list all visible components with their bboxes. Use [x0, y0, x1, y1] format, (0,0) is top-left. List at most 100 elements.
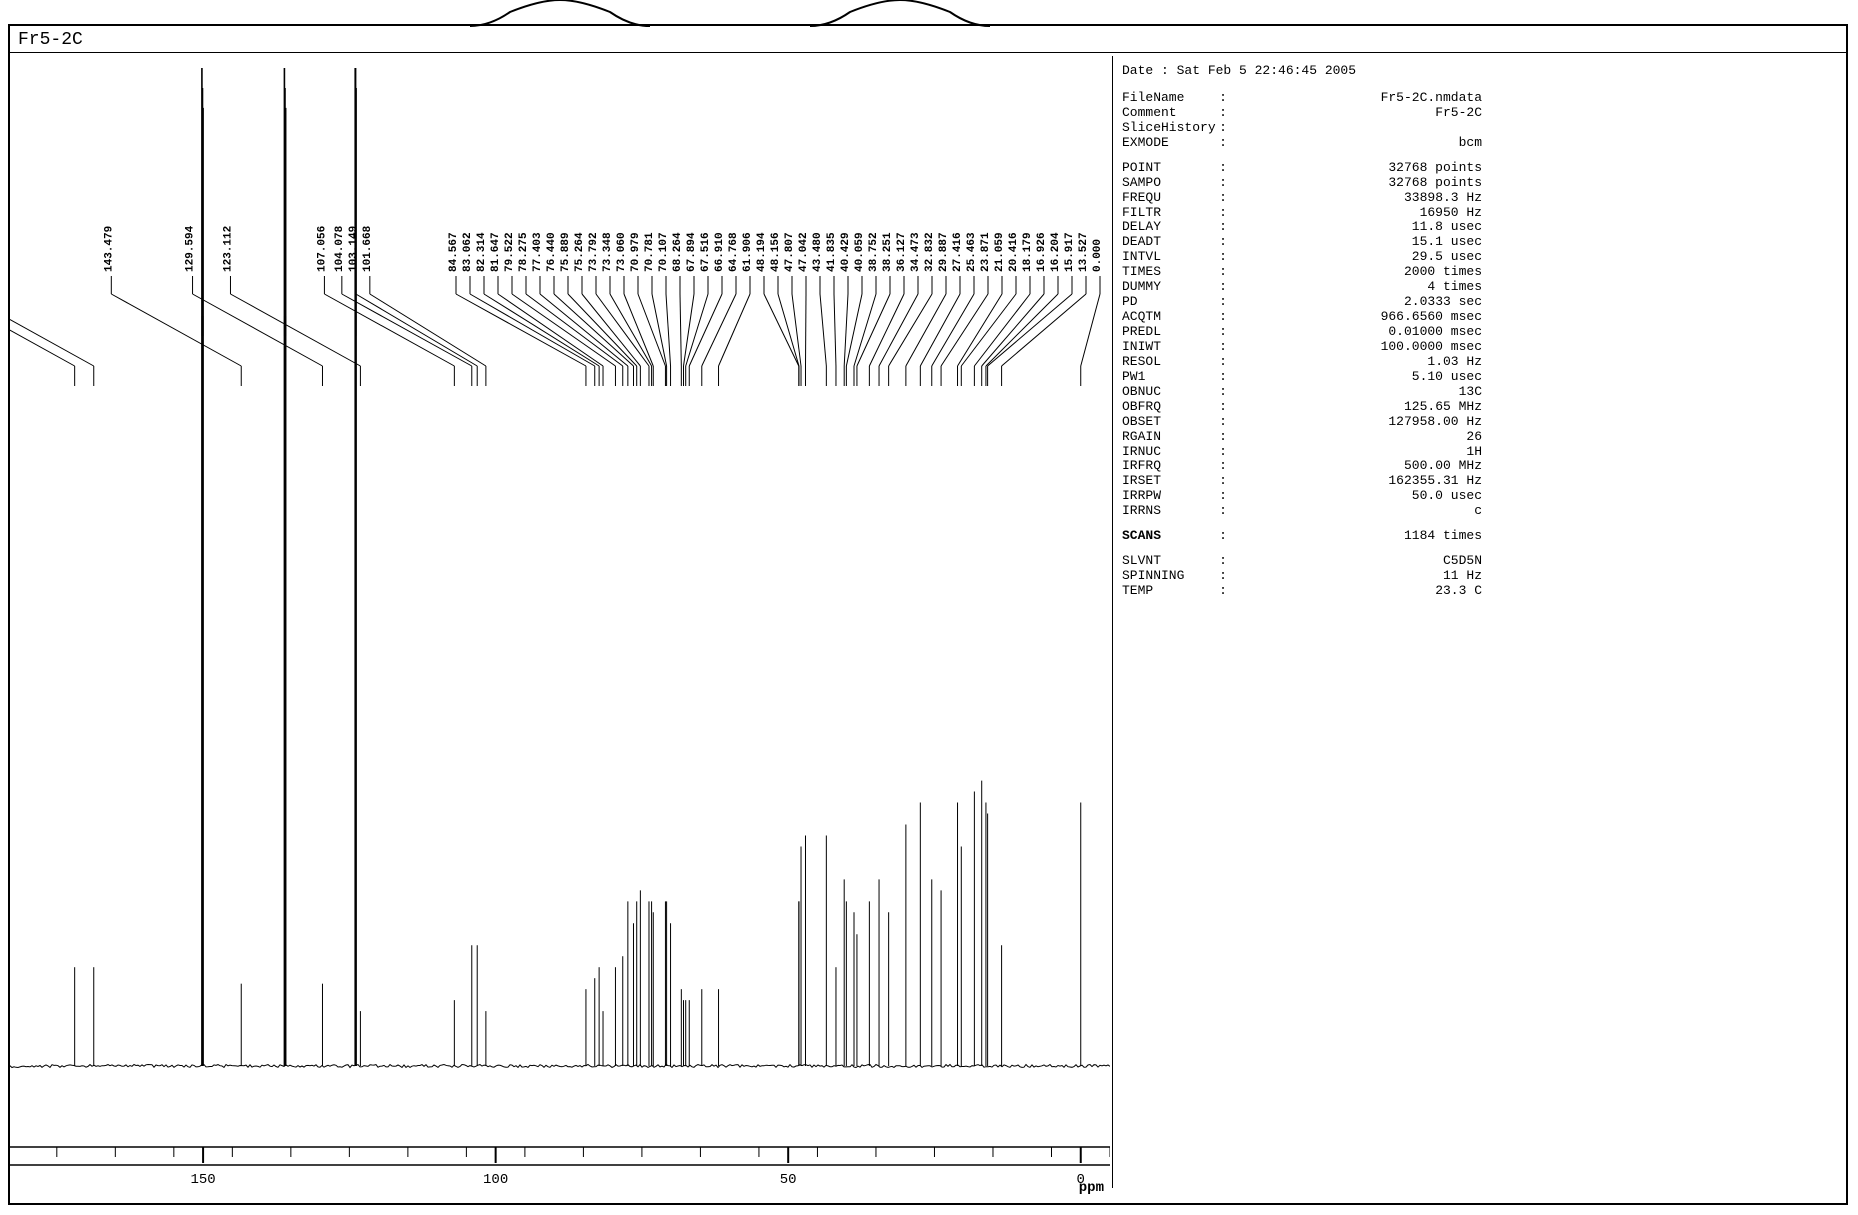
param-value: 966.6560 msec: [1232, 310, 1482, 325]
param-label: IRFRQ: [1122, 459, 1214, 474]
acq-param-row: PD:2.0333 sec: [1122, 295, 1482, 310]
peak-ppm-label: 84.567: [448, 232, 460, 272]
param-value: 500.00 MHz: [1232, 459, 1482, 474]
peak-ppm-label: 123.112: [222, 226, 234, 272]
param-value: 15.1 usec: [1232, 235, 1482, 250]
param-value: 32768 points: [1232, 161, 1482, 176]
peak-ppm-label: 61.906: [742, 232, 754, 272]
param-value: 1H: [1232, 445, 1482, 460]
peak-ppm-label: 13.527: [1078, 232, 1090, 272]
param-value: 127958.00 Hz: [1232, 415, 1482, 430]
param-separator: :: [1214, 529, 1232, 544]
param-separator: :: [1214, 554, 1232, 569]
param-separator: :: [1214, 250, 1232, 265]
peak-ppm-label: 40.429: [840, 232, 852, 272]
param-label: OBSET: [1122, 415, 1214, 430]
peak-ppm-label: 73.348: [602, 232, 614, 272]
param-separator: :: [1214, 295, 1232, 310]
param-separator: :: [1214, 280, 1232, 295]
peak-ppm-label: 66.910: [714, 232, 726, 272]
param-label: SAMPO: [1122, 176, 1214, 191]
param-separator: :: [1214, 91, 1232, 106]
param-separator: :: [1214, 235, 1232, 250]
peak-ppm-label: 75.889: [560, 232, 572, 272]
peak-ppm-label: 81.647: [490, 232, 502, 272]
param-separator: :: [1214, 265, 1232, 280]
axis-tick-label: 100: [483, 1172, 508, 1188]
param-separator: :: [1214, 355, 1232, 370]
acquisition-date: Date : Sat Feb 5 22:46:45 2005: [1122, 64, 1482, 79]
acq-param-row: IRRPW:50.0 usec: [1122, 489, 1482, 504]
peak-ppm-label: 82.314: [476, 232, 488, 272]
param-separator: :: [1214, 504, 1232, 519]
peak-ppm-label: 32.832: [924, 232, 936, 272]
param-separator: :: [1214, 340, 1232, 355]
param-value: Fr5-2C.nmdata: [1232, 91, 1482, 106]
nmr-spectrum-plot: 171.948168.686143.479129.594123.112107.0…: [10, 56, 1110, 1141]
acq-param-row: DELAY:11.8 usec: [1122, 220, 1482, 235]
peak-ppm-label: 23.871: [980, 232, 992, 272]
param-label: PW1: [1122, 370, 1214, 385]
peak-ppm-label: 77.403: [532, 232, 544, 272]
peak-ppm-label: 70.979: [630, 232, 642, 272]
param-separator: :: [1214, 176, 1232, 191]
param-separator: :: [1214, 584, 1232, 599]
acq-param-row: IRFRQ:500.00 MHz: [1122, 459, 1482, 474]
peak-ppm-label: 48.194: [756, 232, 768, 272]
peak-ppm-label: 21.059: [994, 232, 1006, 272]
param-separator: :: [1214, 474, 1232, 489]
peak-ppm-label: 36.127: [896, 232, 908, 272]
acq-param-row: TIMES:2000 times: [1122, 265, 1482, 280]
peak-ppm-label: 67.516: [700, 232, 712, 272]
peak-ppm-label: 16.204: [1050, 232, 1062, 272]
param-label: INTVL: [1122, 250, 1214, 265]
peak-ppm-label: 25.463: [966, 232, 978, 272]
param-label: FileName: [1122, 91, 1214, 106]
param-value: 0.01000 msec: [1232, 325, 1482, 340]
param-value: Fr5-2C: [1232, 106, 1482, 121]
peak-ppm-label: 34.473: [910, 232, 922, 272]
param-separator: :: [1214, 400, 1232, 415]
peak-ppm-label: 64.768: [728, 232, 740, 272]
param-label: IRNUC: [1122, 445, 1214, 460]
param-label: SLVNT: [1122, 554, 1214, 569]
param-value: 162355.31 Hz: [1232, 474, 1482, 489]
acq-param-row: OBSET:127958.00 Hz: [1122, 415, 1482, 430]
param-separator: :: [1214, 370, 1232, 385]
param-separator: :: [1214, 430, 1232, 445]
param-value: 13C: [1232, 385, 1482, 400]
peak-ppm-label: 129.594: [185, 225, 197, 272]
param-separator: :: [1214, 569, 1232, 584]
param-value: 16950 Hz: [1232, 206, 1482, 221]
param-label: RESOL: [1122, 355, 1214, 370]
peak-ppm-label: 73.792: [588, 232, 600, 272]
peak-ppm-label: 75.264: [574, 232, 586, 272]
param-label: INIWT: [1122, 340, 1214, 355]
x-axis: 150100500ppm: [10, 1141, 1110, 1196]
plot-right-rule: [1112, 56, 1113, 1188]
param-value: 1.03 Hz: [1232, 355, 1482, 370]
peak-ppm-label: 15.917: [1064, 232, 1076, 272]
param-value: 2.0333 sec: [1232, 295, 1482, 310]
peak-ppm-label: 107.056: [316, 226, 328, 272]
misc-param-row: TEMP:23.3 C: [1122, 584, 1482, 599]
peak-ppm-label: 16.926: [1036, 232, 1048, 272]
param-label: POINT: [1122, 161, 1214, 176]
acq-param-row: FILTR:16950 Hz: [1122, 206, 1482, 221]
acq-param-row: DUMMY:4 times: [1122, 280, 1482, 295]
param-separator: :: [1214, 325, 1232, 340]
peak-ppm-label: 38.752: [868, 232, 880, 272]
param-separator: :: [1214, 136, 1232, 151]
param-separator: :: [1214, 489, 1232, 504]
peak-ppm-label: 29.887: [938, 232, 950, 272]
peak-ppm-label: 20.416: [1008, 232, 1020, 272]
axis-tick-label: 50: [780, 1172, 797, 1188]
acq-param-row: PREDL:0.01000 msec: [1122, 325, 1482, 340]
param-value: 23.3 C: [1232, 584, 1482, 599]
param-separator: :: [1214, 220, 1232, 235]
param-value: bcm: [1232, 136, 1482, 151]
peak-ppm-label: 73.060: [616, 232, 628, 272]
param-label: TIMES: [1122, 265, 1214, 280]
acq-param-row: FREQU:33898.3 Hz: [1122, 191, 1482, 206]
peak-ppm-label: 143.479: [103, 226, 115, 272]
